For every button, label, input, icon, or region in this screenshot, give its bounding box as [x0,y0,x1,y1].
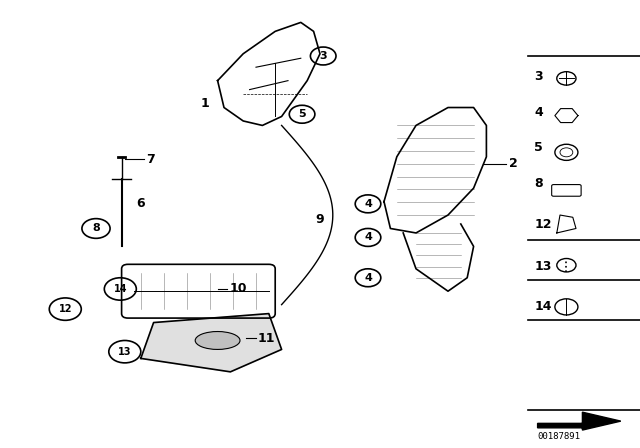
Ellipse shape [195,332,240,349]
Text: 11: 11 [258,332,275,345]
Text: 4: 4 [364,273,372,283]
Text: 3: 3 [534,69,543,83]
Text: 7: 7 [146,152,155,166]
Text: 5: 5 [534,141,543,155]
Text: 1: 1 [200,96,209,110]
Text: 8: 8 [92,224,100,233]
Text: 9: 9 [316,213,324,226]
Text: 00187891: 00187891 [538,432,580,441]
Text: 8: 8 [534,177,543,190]
Polygon shape [538,412,621,430]
Text: 2: 2 [509,157,518,170]
Polygon shape [141,314,282,372]
Text: 6: 6 [136,197,145,211]
Text: 4: 4 [364,233,372,242]
Text: 4: 4 [534,105,543,119]
Text: 3: 3 [319,51,327,61]
Text: 14: 14 [534,300,552,314]
Text: 10: 10 [229,282,246,296]
Text: 12: 12 [534,217,552,231]
Text: 12: 12 [58,304,72,314]
Text: 14: 14 [113,284,127,294]
Text: 13: 13 [534,260,552,273]
Text: 13: 13 [118,347,132,357]
Text: 5: 5 [298,109,306,119]
Text: 4: 4 [364,199,372,209]
